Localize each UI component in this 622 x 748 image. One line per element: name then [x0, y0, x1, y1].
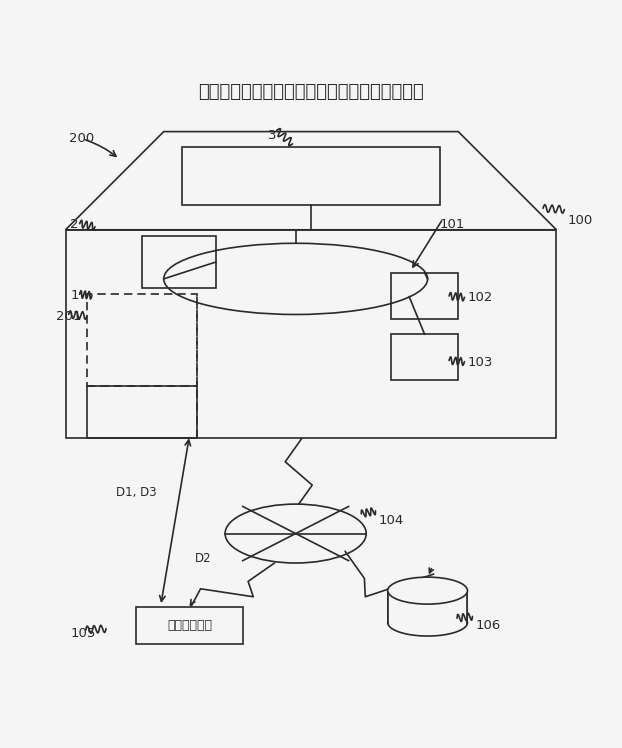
Text: 106: 106 [475, 619, 501, 633]
Text: 201: 201 [57, 310, 81, 322]
Text: 外部端末装置: 外部端末装置 [167, 619, 212, 632]
Text: 2: 2 [70, 218, 79, 230]
Text: 104: 104 [379, 514, 404, 527]
Bar [391, 334, 458, 380]
Text: 1: 1 [70, 289, 79, 302]
Text: 102: 102 [468, 291, 493, 304]
Bar [391, 273, 458, 319]
Text: D2: D2 [195, 552, 211, 565]
Text: 103: 103 [468, 355, 493, 369]
Bar [142, 236, 216, 288]
Text: 100: 100 [567, 215, 593, 227]
Bar [136, 607, 243, 644]
Bar [182, 147, 440, 205]
Text: 105: 105 [70, 627, 96, 640]
Text: 200: 200 [68, 132, 94, 144]
Text: D1, D3: D1, D3 [116, 485, 157, 499]
Bar [388, 591, 468, 622]
Text: 101: 101 [440, 218, 465, 230]
Bar [87, 386, 197, 438]
Bar [87, 294, 197, 386]
Ellipse shape [388, 577, 468, 604]
Text: 3: 3 [268, 129, 277, 141]
Bar [65, 230, 557, 438]
Text: 本実施の形態の設備機器管理システムの構成例: 本実施の形態の設備機器管理システムの構成例 [198, 82, 424, 100]
